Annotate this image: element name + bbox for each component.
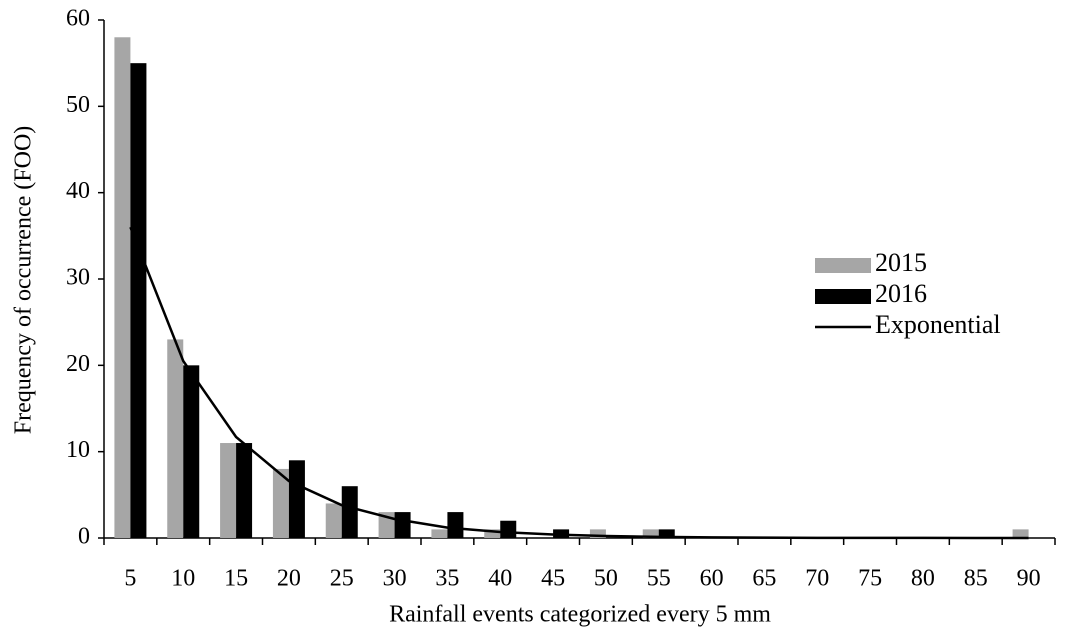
bar (341, 486, 358, 538)
legend-swatch (815, 289, 871, 304)
y-axis-title: Frequency of occurrence (FOO) (11, 126, 37, 435)
bar (642, 529, 659, 538)
x-tick-label: 50 (594, 566, 618, 592)
bar (431, 529, 448, 538)
bar (183, 365, 200, 538)
bar (272, 468, 289, 538)
legend-swatch (815, 258, 871, 273)
x-tick-label: 35 (435, 566, 459, 592)
x-tick-label: 70 (805, 566, 829, 592)
y-tick-label: 30 (66, 265, 90, 291)
bar (325, 503, 342, 538)
x-tick-label: 15 (224, 566, 248, 592)
x-tick-label: 65 (752, 566, 776, 592)
x-tick-label: 60 (700, 566, 724, 592)
legend-label: 2016 (875, 279, 927, 308)
x-tick-label: 90 (1017, 566, 1041, 592)
x-tick-label: 10 (171, 566, 195, 592)
bar (130, 63, 147, 539)
x-tick-label: 55 (647, 566, 671, 592)
x-tick-label: 30 (383, 566, 407, 592)
bar (447, 512, 464, 538)
bar (500, 520, 517, 538)
bar (589, 529, 606, 538)
bar (236, 443, 253, 538)
x-tick-label: 40 (488, 566, 512, 592)
x-tick-label: 25 (330, 566, 354, 592)
bar (288, 460, 305, 538)
x-tick-label: 75 (858, 566, 882, 592)
bar (1012, 529, 1029, 538)
bar (114, 37, 131, 539)
x-tick-label: 80 (911, 566, 935, 592)
y-tick-label: 50 (66, 92, 90, 118)
bar (658, 529, 675, 538)
x-tick-label: 45 (541, 566, 565, 592)
trend-line (129, 226, 1029, 540)
bar (394, 512, 411, 538)
bar (167, 339, 184, 538)
bar (220, 443, 237, 538)
x-tick-label: 85 (964, 566, 988, 592)
y-tick-label: 10 (66, 437, 90, 463)
y-tick-label: 60 (66, 6, 90, 32)
x-axis-title: Rainfall events categorized every 5 mm (389, 602, 771, 628)
legend-label: 2015 (875, 248, 927, 277)
x-tick-label: 20 (277, 566, 301, 592)
y-tick-label: 40 (66, 178, 90, 204)
y-tick-label: 20 (66, 351, 90, 377)
legend-label: Exponential (875, 310, 1001, 339)
y-tick-label: 0 (78, 524, 90, 550)
bar (484, 529, 501, 538)
x-tick-label: 5 (124, 566, 136, 592)
